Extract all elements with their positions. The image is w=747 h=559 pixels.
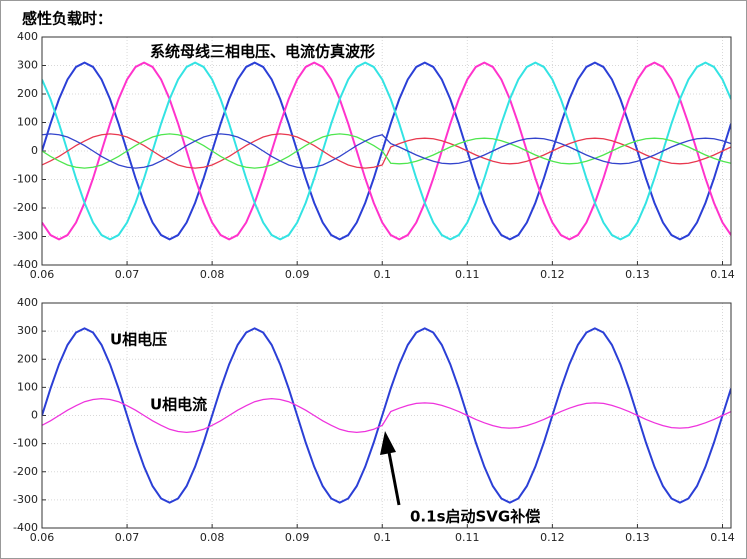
x-tick-label: 0.06 [30, 268, 55, 281]
x-tick-label: 0.09 [285, 268, 310, 281]
chart-title: 系统母线三相电压、电流仿真波形 [150, 43, 375, 61]
series-line [42, 327, 731, 504]
annotation-arrowhead [380, 431, 396, 455]
series-line [42, 61, 731, 241]
x-tick-label: 0.11 [455, 531, 480, 544]
series-line [42, 133, 731, 169]
y-tick-label: 300 [17, 324, 38, 337]
series-label: U相电压 [110, 331, 167, 349]
x-tick-label: 0.09 [285, 531, 310, 544]
y-tick-label: -300 [13, 493, 38, 506]
y-tick-label: 200 [17, 87, 38, 100]
annotation-arrow [386, 446, 401, 506]
y-tick-label: 0 [31, 144, 38, 157]
y-tick-label: -200 [13, 465, 38, 478]
y-tick-label: -100 [13, 173, 38, 186]
y-tick-label: 100 [17, 380, 38, 393]
y-tick-label: -400 [13, 521, 38, 534]
x-tick-label: 0.13 [625, 531, 650, 544]
series-label: U相电流 [150, 396, 207, 414]
series-line [42, 397, 731, 434]
x-tick-label: 0.12 [540, 268, 565, 281]
x-tick-label: 0.08 [200, 268, 225, 281]
y-tick-label: 400 [17, 30, 38, 43]
series-line [42, 133, 731, 169]
y-tick-label: -100 [13, 437, 38, 450]
y-tick-label: 0 [31, 409, 38, 422]
x-tick-label: 0.08 [200, 531, 225, 544]
x-tick-label: 0.1 [373, 531, 391, 544]
x-tick-label: 0.13 [625, 268, 650, 281]
x-tick-label: 0.12 [540, 531, 565, 544]
x-tick-label: 0.06 [30, 531, 55, 544]
y-tick-label: 100 [17, 116, 38, 129]
plot-frame [41, 36, 732, 266]
y-tick-label: -400 [13, 258, 38, 271]
annotation: 0.1s启动SVG补偿 [410, 508, 540, 526]
y-tick-label: -200 [13, 201, 38, 214]
x-tick-label: 0.11 [455, 268, 480, 281]
x-tick-label: 0.07 [115, 531, 140, 544]
series-line [42, 61, 731, 241]
series-line [42, 61, 731, 241]
y-tick-label: 300 [17, 59, 38, 72]
x-tick-label: 0.14 [710, 531, 735, 544]
y-tick-label: -300 [13, 230, 38, 243]
x-tick-label: 0.1 [373, 268, 391, 281]
y-tick-label: 200 [17, 352, 38, 365]
y-tick-label: 400 [17, 296, 38, 309]
x-tick-label: 0.07 [115, 268, 140, 281]
x-tick-label: 0.14 [710, 268, 735, 281]
heading: 感性负载时： [22, 10, 112, 28]
plot-frame [41, 302, 732, 529]
